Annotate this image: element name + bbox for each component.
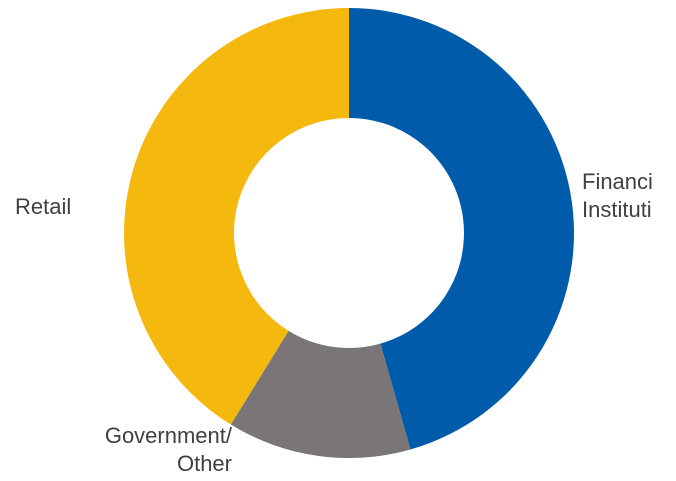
slice-label-2: Government/Other xyxy=(105,423,233,476)
labels-group: Financi Instituti Government/Other Retail xyxy=(15,169,653,476)
slice-label-3: Retail xyxy=(15,194,71,219)
slice-retail xyxy=(124,8,350,425)
slice-government-other xyxy=(230,330,411,459)
slices-group xyxy=(124,8,574,459)
slice-financial-institutions xyxy=(349,8,574,450)
slice-label-1: Financi Instituti xyxy=(582,169,653,222)
